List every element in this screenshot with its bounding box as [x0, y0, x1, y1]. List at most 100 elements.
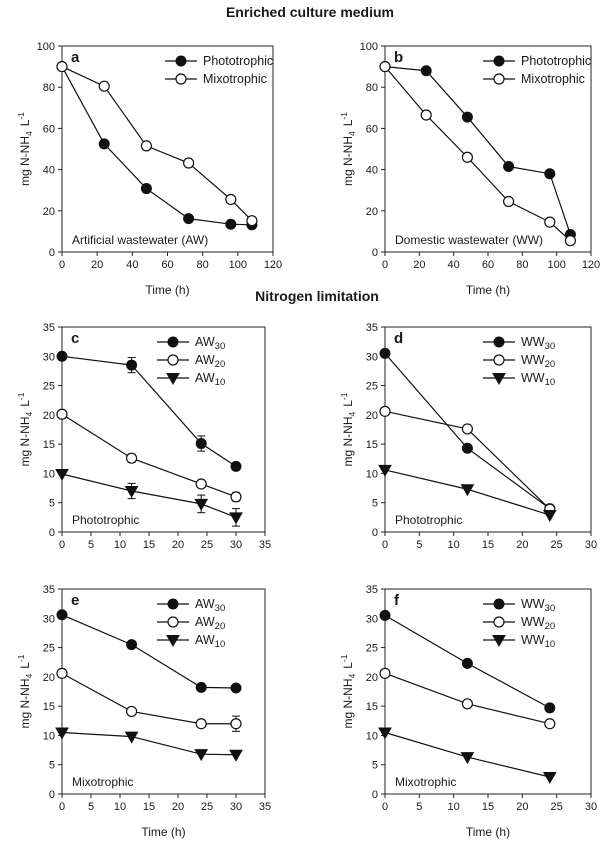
x-tick-label: 0: [382, 259, 388, 271]
x-tick-label: 35: [259, 539, 271, 551]
y-axis-label-main: mg N-NH: [341, 678, 355, 728]
legend-label: AW30: [195, 335, 225, 352]
legend-marker: [175, 73, 187, 85]
y-axis-label: mg N-NH4 L-1: [16, 112, 34, 186]
legend-label: AW20: [195, 615, 225, 632]
panel-annotation: Mixotrophic: [72, 775, 133, 789]
x-tick-label: 0: [59, 801, 65, 813]
y-axis-label-main: mg N-NH: [18, 136, 32, 186]
data-point: [544, 702, 556, 714]
x-tick-label: 80: [197, 259, 209, 271]
panel-label: a: [71, 49, 80, 66]
x-tick-label: 120: [264, 259, 282, 271]
legend-marker: [167, 336, 179, 348]
series-WW10: [378, 464, 557, 523]
data-point: [56, 408, 68, 420]
y-tick-label: 15: [366, 701, 378, 713]
y-tick-label: 30: [43, 613, 55, 625]
x-tick-label: 0: [59, 539, 65, 551]
heading-nitrogen: Nitrogen limitation: [255, 288, 379, 304]
data-point: [230, 460, 242, 472]
y-tick-label: 0: [49, 527, 55, 539]
x-tick-label: 10: [448, 801, 460, 813]
legend-marker: [493, 55, 505, 67]
legend-marker: [493, 336, 505, 348]
x-tick-label: 20: [172, 801, 184, 813]
data-point: [460, 484, 475, 497]
legend-label: WW20: [521, 615, 555, 632]
y-tick-label: 10: [43, 730, 55, 742]
y-tick-label: 60: [366, 123, 378, 135]
x-tick-label: 40: [126, 259, 138, 271]
panel-c: 0 5 10 15 20 25 30 35 0 5 10 15 20 25 30 35 mg N-NH4 L-1 c…: [16, 322, 271, 551]
y-tick-label: 15: [366, 439, 378, 451]
y-axis-label-sub: 4: [347, 131, 357, 136]
series-AW30: [56, 350, 242, 472]
y-tick-label: 80: [43, 82, 55, 94]
x-tick-label: 20: [516, 801, 528, 813]
x-tick-label: 25: [201, 801, 213, 813]
y-tick-label: 35: [43, 584, 55, 596]
data-point: [98, 138, 110, 150]
data-point: [542, 772, 557, 785]
data-point: [183, 157, 195, 169]
data-point: [420, 109, 432, 121]
y-axis-label-sup: -1: [339, 392, 349, 400]
y-axis-label-sub: 4: [24, 131, 34, 136]
series-line: [61, 731, 237, 756]
legend-label: AW10: [195, 633, 225, 650]
panel-annotation: Phototrophic: [395, 513, 462, 527]
y-tick-label: 35: [366, 322, 378, 334]
series-line: [61, 355, 237, 467]
data-point: [378, 464, 392, 477]
data-point: [126, 452, 138, 464]
series-WW10: [378, 727, 557, 785]
data-point: [126, 705, 138, 718]
y-tick-label: 40: [43, 165, 55, 177]
y-axis-label: mg N-NH4 L-1: [339, 654, 357, 728]
data-point: [503, 161, 515, 173]
legend-label-sub: 30: [215, 603, 226, 614]
y-tick-label: 5: [372, 760, 378, 772]
y-tick-label: 25: [43, 381, 55, 393]
legend-label-main: AW: [195, 371, 215, 385]
legend-label-sub: 20: [545, 359, 556, 370]
data-point: [98, 80, 110, 92]
panel-annotation: Domestic wastewater (WW): [395, 233, 543, 247]
y-axis-label: mg N-NH4 L-1: [339, 112, 357, 186]
legend-label-main: WW: [521, 633, 545, 647]
legend-label: WW30: [521, 597, 555, 614]
x-tick-label: 30: [230, 539, 242, 551]
data-point: [460, 752, 475, 765]
x-tick-label: 15: [143, 801, 155, 813]
x-tick-label: 15: [143, 539, 155, 551]
data-point: [230, 491, 242, 503]
legend-marker: [493, 354, 505, 366]
data-point: [564, 235, 577, 247]
series-WW20: [379, 405, 556, 515]
y-tick-label: 40: [366, 165, 378, 177]
data-point: [230, 682, 242, 694]
data-point: [503, 195, 515, 208]
series-line: [384, 66, 571, 235]
series-WW30: [379, 609, 556, 714]
data-point: [124, 731, 139, 744]
y-tick-label: 20: [366, 206, 378, 218]
series-line: [61, 413, 237, 498]
x-tick-label: 0: [382, 801, 388, 813]
legend-label-sub: 10: [545, 639, 556, 650]
y-axis-label-unit: L: [18, 400, 32, 407]
legend-label-main: WW: [521, 615, 545, 629]
legend-marker: [167, 354, 179, 366]
panel-b: 0 20 40 60 80 100 120 0 20 40 60 80 100 mg N-NH4 L-1 Ti…: [339, 41, 600, 297]
panel-label: f: [394, 592, 400, 609]
series-line: [384, 66, 571, 242]
x-tick-label: 30: [230, 801, 242, 813]
legend-marker: [167, 598, 179, 610]
series-line: [61, 473, 237, 518]
legend-marker: [167, 616, 179, 628]
